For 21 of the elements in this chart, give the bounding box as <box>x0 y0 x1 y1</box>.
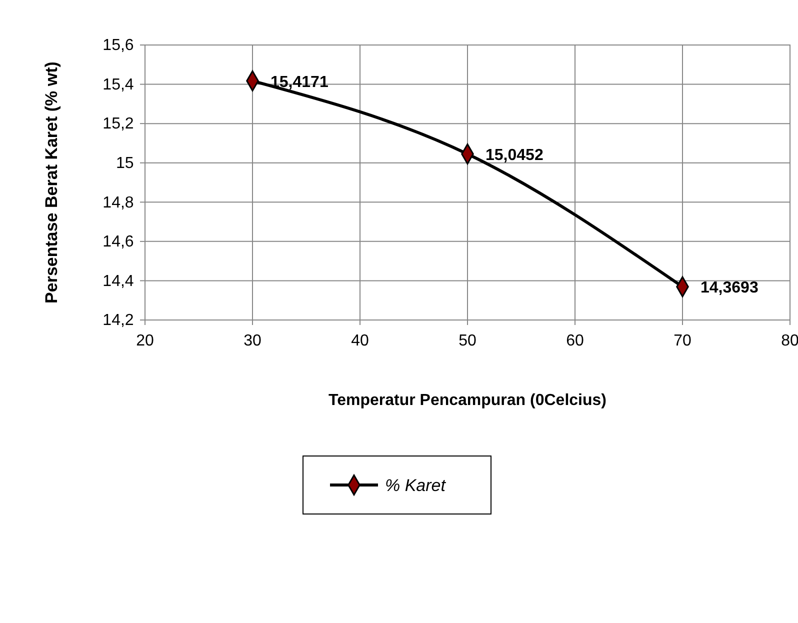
x-tick-label: 40 <box>351 332 369 350</box>
x-tick-label: 80 <box>781 332 798 350</box>
x-tick-label: 70 <box>674 332 692 350</box>
y-tick-label: 14,8 <box>102 194 134 212</box>
legend-label: % Karet <box>385 476 447 495</box>
y-tick-label: 14,2 <box>102 312 134 330</box>
y-tick-label: 15,4 <box>102 76 134 94</box>
x-tick-label: 60 <box>566 332 584 350</box>
y-tick-label: 15 <box>116 154 134 172</box>
x-axis-title: Temperatur Pencampuran (0Celcius) <box>328 392 607 409</box>
x-tick-label: 20 <box>136 332 154 350</box>
x-tick-label: 30 <box>244 332 262 350</box>
y-tick-label: 15,2 <box>102 116 134 133</box>
data-label: 14,3693 <box>700 280 758 297</box>
y-tick-label: 14,6 <box>102 234 134 251</box>
y-tick-label: 15,6 <box>102 37 134 54</box>
data-label: 15,0452 <box>486 146 544 164</box>
y-tick-label: 14,4 <box>102 272 134 290</box>
y-axis-title: Persentase Berat Karet (% wt) <box>42 62 61 304</box>
data-label: 15,4171 <box>270 74 328 91</box>
x-tick-label: 50 <box>458 332 476 350</box>
